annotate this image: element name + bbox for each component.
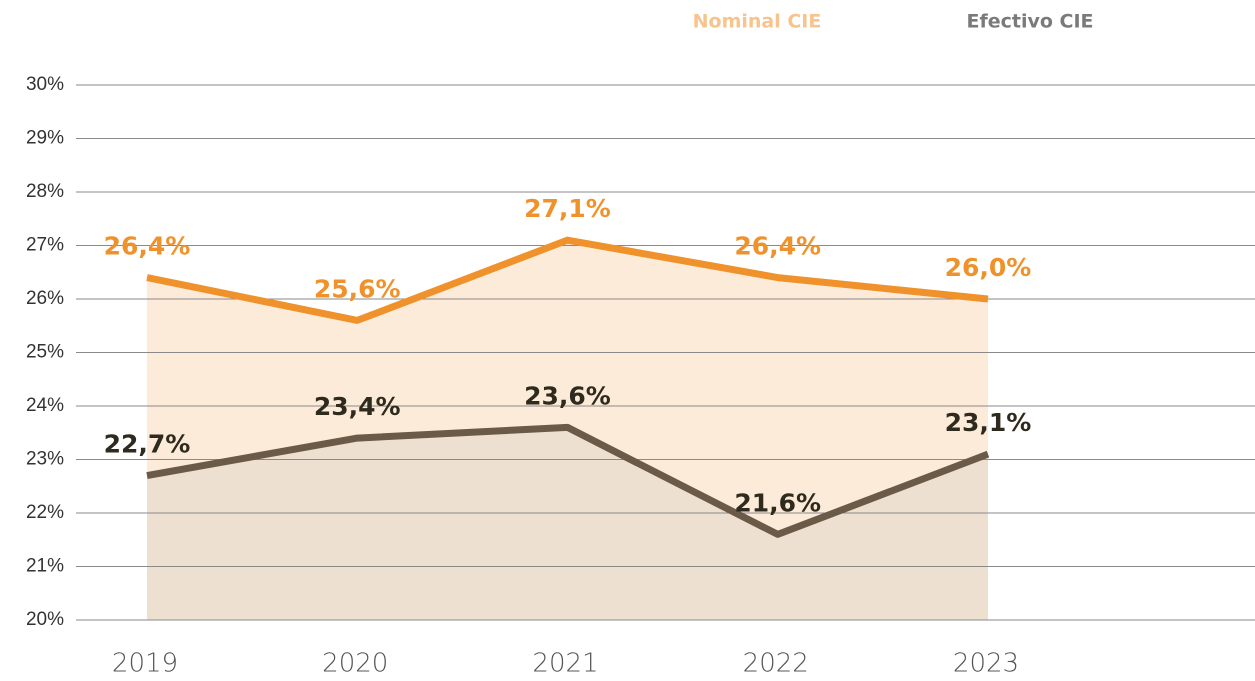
y-tick-label: 25%: [26, 342, 64, 363]
data-label: 25,6%: [314, 274, 401, 303]
data-label: 26,4%: [104, 232, 191, 261]
y-tick-label: 24%: [26, 395, 64, 416]
x-tick-label: 2020: [322, 649, 388, 679]
y-tick-label: 22%: [26, 502, 64, 523]
x-tick-label: 2019: [112, 649, 178, 679]
data-label: 23,1%: [945, 408, 1032, 437]
x-tick-label: 2023: [953, 649, 1019, 679]
legend-entry: Efectivo CIE: [966, 11, 1093, 33]
data-label: 26,4%: [734, 232, 821, 261]
y-tick-label: 27%: [26, 235, 64, 256]
data-label: 27,1%: [524, 194, 611, 223]
data-label: 22,7%: [104, 430, 191, 459]
y-tick-label: 23%: [26, 449, 64, 470]
legend-entry: Nominal CIE: [693, 11, 822, 33]
data-label: 23,6%: [524, 381, 611, 410]
y-tick-label: 28%: [26, 181, 64, 202]
y-tick-label: 21%: [26, 556, 64, 577]
data-label: 21,6%: [734, 488, 821, 517]
line: [146, 236, 989, 324]
area: [147, 427, 988, 620]
y-tick-label: 30%: [26, 74, 64, 95]
y-tick-label: 26%: [26, 288, 64, 309]
x-tick-label: 2022: [743, 649, 809, 679]
y-tick-label: 20%: [26, 609, 64, 630]
data-label: 26,0%: [945, 253, 1032, 282]
x-tick-label: 2021: [532, 649, 598, 679]
data-label: 23,4%: [314, 392, 401, 421]
y-tick-label: 29%: [26, 128, 64, 149]
line: [146, 423, 990, 538]
